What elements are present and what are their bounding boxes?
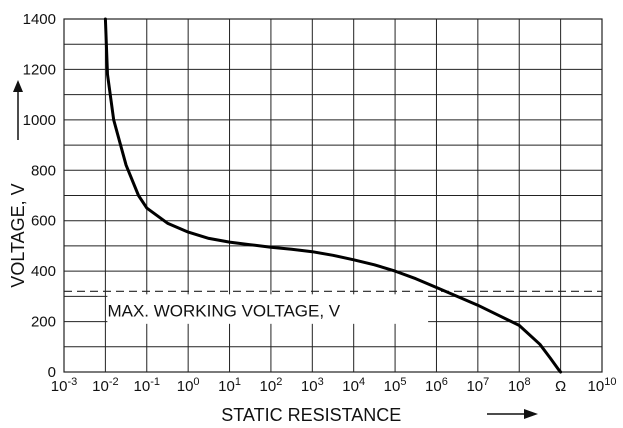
x-tick-label: 10-1 <box>134 376 160 395</box>
x-tick-label: 1010 <box>588 376 617 395</box>
annotation-max-working-voltage: MAX. WORKING VOLTAGE, V <box>107 302 340 321</box>
x-tick-label: 108 <box>508 376 531 395</box>
annotation-background <box>107 294 429 324</box>
x-tick-labels: 10-3 10-2 10-1 100 101 102 103 104 105 106 107 108 Ω… <box>51 376 617 395</box>
x-tick-label: 106 <box>425 376 448 395</box>
x-tick-label: 10-2 <box>92 376 118 395</box>
x-tick-label: 105 <box>384 376 407 395</box>
x-tick-label: 10-3 <box>51 376 77 395</box>
plot-frame <box>63 18 603 373</box>
x-axis-arrowhead-icon <box>524 409 538 419</box>
y-tick-label: 1000 <box>23 112 56 129</box>
x-tick-label: 101 <box>218 376 241 395</box>
y-axis-arrowhead-icon <box>13 80 23 92</box>
y-tick-labels: 0 200 400 600 800 1000 1200 1400 <box>23 11 56 381</box>
y-tick-label: 1200 <box>23 61 56 78</box>
y-tick-label: 600 <box>31 213 56 230</box>
y-tick-label: 0 <box>48 364 56 381</box>
y-axis-label: VOLTAGE, V <box>8 183 28 287</box>
y-tick-label: 200 <box>31 314 56 331</box>
y-tick-label: 400 <box>31 263 56 280</box>
x-tick-label: 104 <box>342 376 365 395</box>
x-tick-label: 100 <box>177 376 200 395</box>
series-line <box>103 17 563 374</box>
x-tick-label: 102 <box>260 376 283 395</box>
x-tick-label: Ω <box>555 378 566 395</box>
x-tick-label: 103 <box>301 376 324 395</box>
x-tick-label: 107 <box>466 376 489 395</box>
y-tick-label: 800 <box>31 162 56 179</box>
x-axis-label: STATIC RESISTANCE <box>221 405 401 425</box>
y-tick-label: 1400 <box>23 11 56 28</box>
